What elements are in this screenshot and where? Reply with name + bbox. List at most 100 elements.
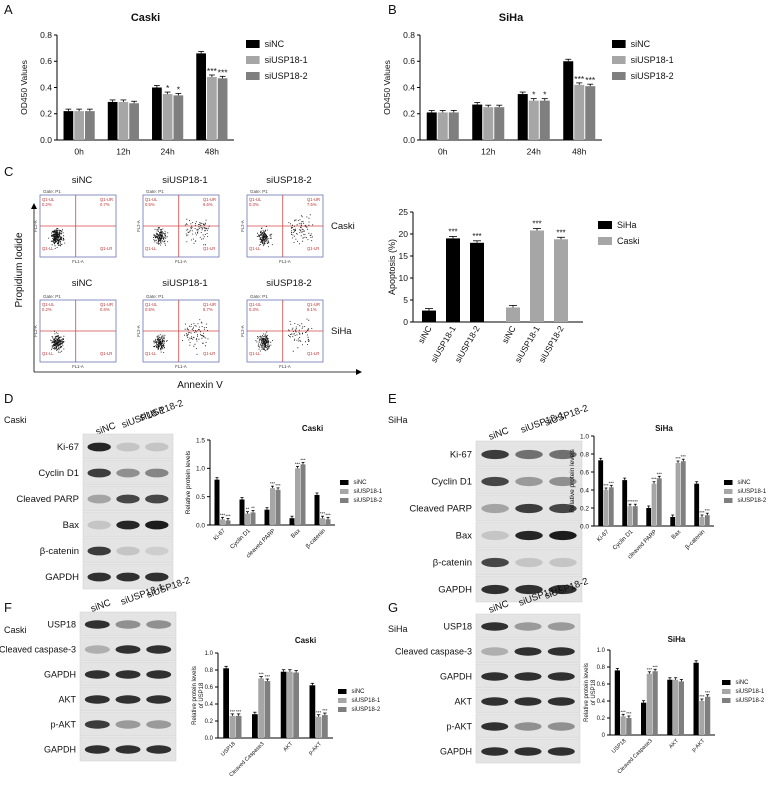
- significance-mark: ***: [609, 480, 615, 485]
- x-tick-label: 48h: [205, 147, 219, 157]
- x-tick-label: siNC: [500, 324, 518, 345]
- quadrant-label: Q1-UL: [145, 302, 158, 307]
- protein-band: [145, 546, 169, 556]
- x-tick-label: 48h: [572, 147, 586, 157]
- significance-mark: ***: [295, 461, 301, 466]
- bar-e: [598, 460, 604, 526]
- quadrant-label: Q1-UL: [145, 197, 158, 202]
- chart-title: Caski: [302, 424, 323, 433]
- panel-letter-b: B: [388, 2, 397, 17]
- legend-label: siNC: [265, 39, 285, 49]
- panel-letter-g: G: [388, 600, 398, 615]
- x-tick-label: p-AKT: [308, 741, 324, 757]
- gate-label: Gate: P1: [146, 189, 164, 194]
- x-tick-label: 12h: [481, 147, 495, 157]
- bar-g: [699, 701, 705, 735]
- protein-band: [145, 520, 169, 530]
- bar-a: [107, 101, 118, 140]
- significance-mark: ***: [207, 66, 218, 76]
- bar-d: [214, 479, 220, 525]
- flow-y-label: FL2-A: [240, 325, 245, 337]
- flow-dots: [48, 228, 66, 249]
- protein-band: [84, 720, 110, 729]
- y-tick-label: 0.6: [580, 469, 589, 476]
- legend-swatch: [338, 689, 347, 694]
- protein-band: [547, 672, 575, 681]
- flow-column-label: siUSP18-1: [162, 278, 207, 289]
- bar-b: [472, 104, 483, 140]
- quadrant-label: Q1-LL: [145, 351, 157, 356]
- protein-band: [146, 620, 172, 629]
- x-tick-label: Bax: [671, 529, 683, 541]
- protein-band: [145, 468, 169, 478]
- legend-label: siUSP18-2: [738, 498, 767, 504]
- band-label: AKT: [58, 695, 76, 705]
- significance-mark: ***: [585, 75, 596, 85]
- chart-a: 0.0 0.2 0.4 0.6 0.8 OD450 Values Caski 0h 12h * * 2…: [19, 12, 308, 157]
- panel-letter-d: D: [4, 391, 13, 406]
- y-axis-label: Relative protein levels: [185, 450, 192, 514]
- y-tick-label: 0.0: [580, 523, 589, 530]
- quadrant-label: Q1-UL: [42, 197, 55, 202]
- flow-x-label: FL1-A: [279, 364, 291, 369]
- legend-swatch: [724, 489, 733, 494]
- legend-label: siUSP18-2: [265, 71, 308, 81]
- flow-dots: [50, 330, 65, 353]
- protein-band: [116, 546, 140, 556]
- legend-swatch: [598, 221, 612, 229]
- significance-mark: ***: [236, 709, 242, 714]
- bar-c: [446, 238, 460, 322]
- legend-label: siNC: [354, 480, 368, 486]
- y-tick-label: 1.5: [196, 437, 205, 444]
- blot-cell-label: SiHa: [388, 624, 408, 634]
- protein-band: [116, 520, 140, 530]
- flow-dots: [153, 319, 209, 355]
- band-label: USP18: [443, 622, 472, 632]
- significance-mark: ***: [225, 513, 231, 518]
- protein-band: [115, 745, 141, 754]
- bar-g: [620, 716, 626, 735]
- legend-swatch: [722, 689, 731, 694]
- quadrant-label: Q1-LL: [42, 351, 54, 356]
- protein-band: [87, 468, 111, 478]
- bar-e: [670, 517, 676, 526]
- bar-g: [705, 696, 711, 735]
- y-tick-label: 5: [403, 295, 408, 305]
- bar-e: [694, 483, 700, 526]
- bar-e: [622, 480, 628, 526]
- bar-g: [614, 670, 620, 735]
- bar-e: [603, 490, 609, 526]
- significance-mark: ***: [626, 711, 632, 716]
- band-label: GAPDH: [44, 745, 76, 755]
- flow-column-label: siUSP18-1: [162, 175, 207, 186]
- chart-title: SiHa: [668, 635, 686, 644]
- bar-b: [574, 84, 585, 140]
- legend-label: Caski: [617, 236, 640, 246]
- bar-a: [84, 111, 95, 140]
- bar-e: [699, 517, 705, 526]
- quadrant-label: Q1-UR: [100, 197, 113, 202]
- flow-column-label: siUSP18-2: [266, 175, 311, 186]
- significance-mark: ***: [705, 508, 711, 513]
- legend-swatch: [612, 56, 626, 64]
- flow-y-label: FL2-A: [136, 220, 141, 232]
- bar-e: [608, 487, 614, 526]
- x-tick-label: 24h: [161, 147, 175, 157]
- y-tick-label: 0: [403, 317, 408, 327]
- band-label: USP18: [47, 620, 76, 630]
- bar-a: [118, 101, 129, 140]
- significance-mark: ***: [574, 74, 585, 84]
- x-tick-label: β-catenin: [305, 528, 327, 550]
- significance-mark: *: [543, 90, 547, 100]
- flow-dots: [256, 214, 314, 248]
- band-label: Ki-67: [57, 442, 79, 453]
- bar-d: [250, 512, 256, 525]
- quadrant-label: Q1-LL: [249, 351, 261, 356]
- bar-a: [207, 77, 217, 140]
- quadrant-value: 0.2%: [42, 307, 52, 312]
- protein-band: [87, 442, 111, 452]
